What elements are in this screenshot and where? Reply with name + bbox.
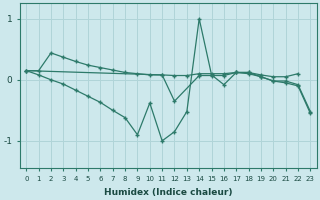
X-axis label: Humidex (Indice chaleur): Humidex (Indice chaleur) <box>104 188 233 197</box>
